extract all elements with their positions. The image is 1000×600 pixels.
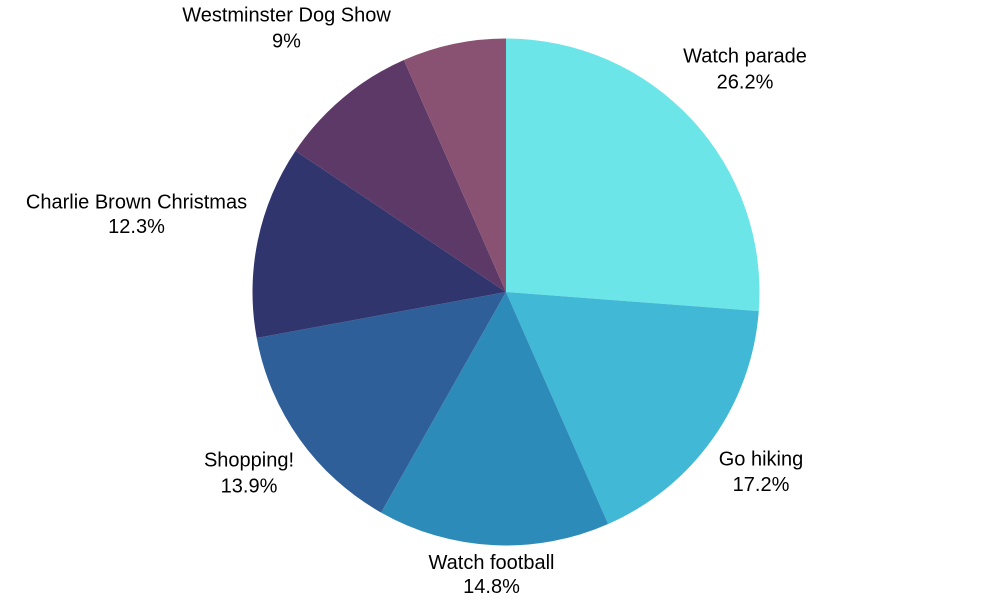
svg-text:Watch football: Watch football — [429, 552, 555, 574]
svg-text:Charlie Brown Christmas: Charlie Brown Christmas — [26, 192, 247, 214]
svg-text:Go hiking: Go hiking — [719, 449, 804, 471]
svg-text:Watch parade: Watch parade — [683, 46, 807, 68]
svg-text:26.2%: 26.2% — [717, 71, 774, 93]
svg-text:13.9%: 13.9% — [221, 476, 278, 498]
svg-text:17.2%: 17.2% — [733, 474, 790, 496]
svg-text:Shopping!: Shopping! — [204, 449, 294, 471]
svg-text:14.8%: 14.8% — [463, 576, 520, 598]
svg-text:9%: 9% — [272, 30, 301, 52]
svg-text:12.3%: 12.3% — [108, 216, 165, 238]
svg-text:Westminster Dog Show: Westminster Dog Show — [182, 5, 391, 27]
